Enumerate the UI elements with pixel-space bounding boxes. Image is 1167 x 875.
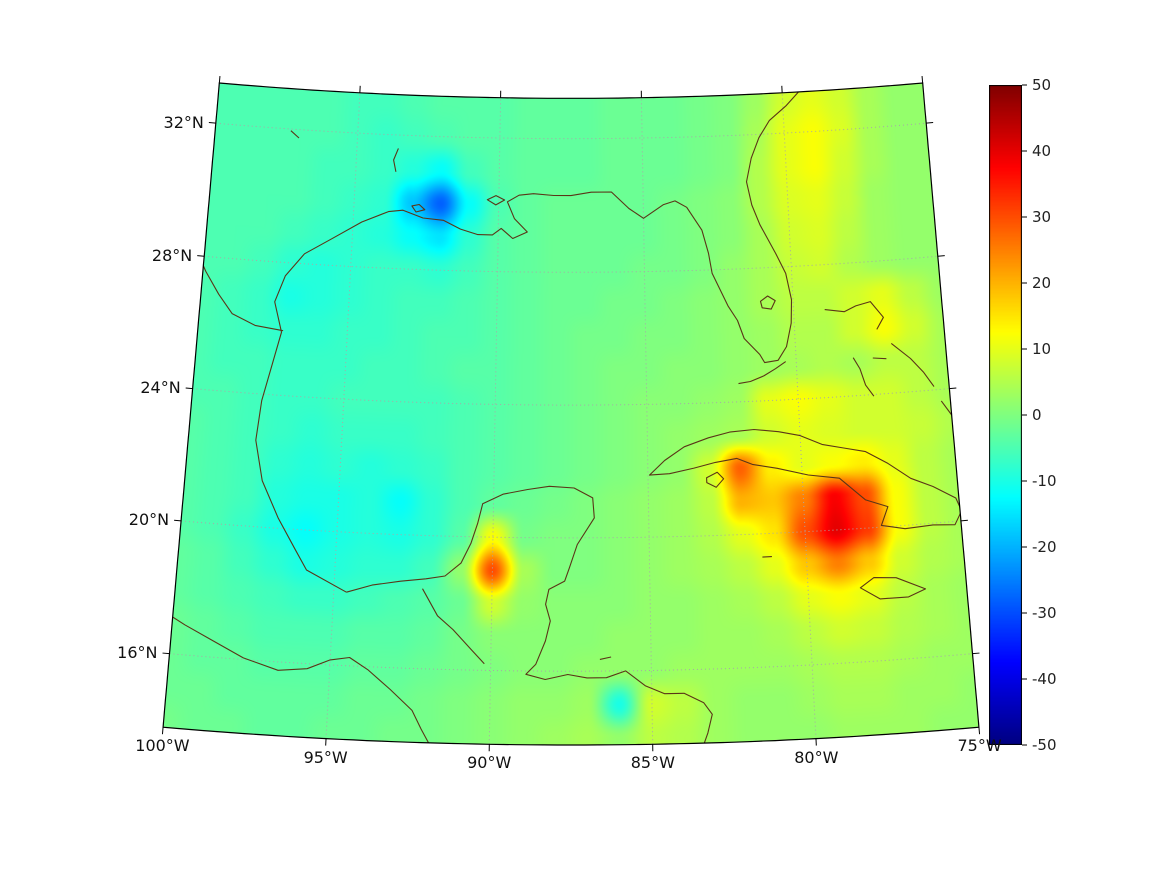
- axis-tick: [218, 75, 221, 84]
- colorbar-tick-label: -10: [1032, 471, 1057, 490]
- colorbar-tick-label: 10: [1032, 339, 1052, 358]
- x-tick-label: 90°W: [467, 753, 512, 773]
- x-tick-label: 95°W: [303, 747, 348, 767]
- colorbar-tick-label: -40: [1032, 669, 1057, 688]
- axis-tick: [921, 75, 924, 84]
- colorbar-tick-label: 0: [1032, 405, 1042, 424]
- colorbar-tick-label: -20: [1032, 537, 1057, 556]
- colorbar-tick-label: 50: [1032, 75, 1052, 94]
- map-heatmap-canvas: [150, 83, 992, 745]
- colorbar-tick-label: -30: [1032, 603, 1057, 622]
- colorbar-tick-label: -50: [1032, 735, 1057, 754]
- x-tick-label: 80°W: [794, 747, 839, 767]
- x-tick-label: 85°W: [630, 753, 675, 773]
- colorbar-tick-label: 20: [1032, 273, 1052, 292]
- colorbar-tick-label: 30: [1032, 207, 1052, 226]
- colorbar-tick-label: 40: [1032, 141, 1052, 160]
- colorbar-canvas: [989, 85, 1022, 745]
